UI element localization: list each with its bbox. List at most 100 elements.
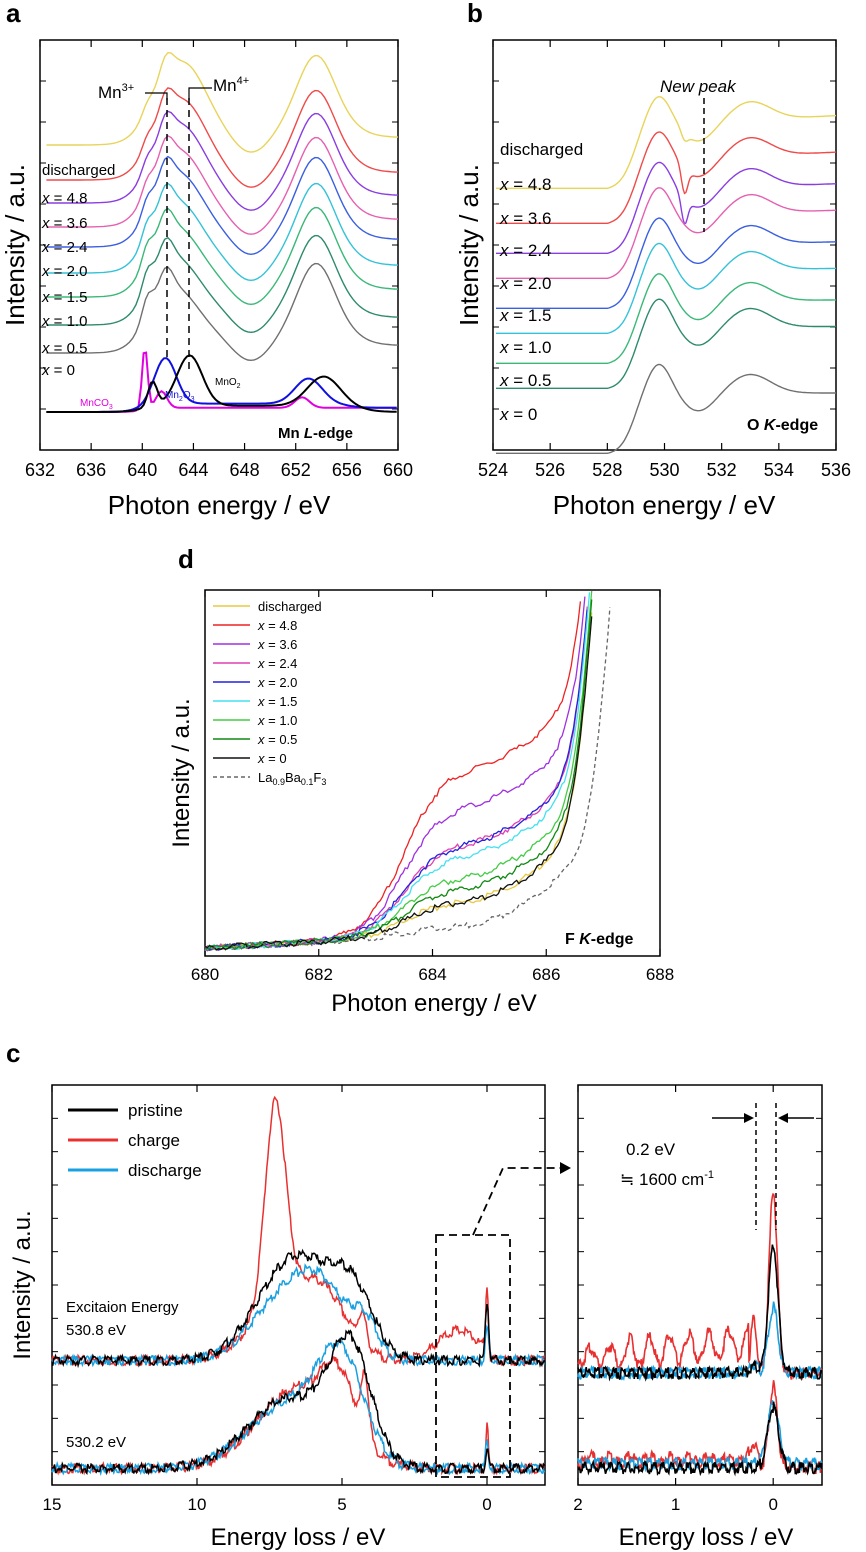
panel-d-curves xyxy=(204,590,611,952)
gap-arrow-right-head xyxy=(778,1113,788,1123)
zoom-arrow-head xyxy=(560,1162,571,1174)
mn-curve xyxy=(46,155,399,256)
legend-label: charge xyxy=(128,1131,180,1150)
series-label: x = 4.8 xyxy=(41,190,87,207)
series-label: x = 2.4 xyxy=(41,239,87,256)
mn-curve xyxy=(46,234,399,334)
series-label: x = 1.0 xyxy=(257,713,297,728)
panel-c-y-axis-label: Intensity / a.u. xyxy=(9,1210,36,1359)
panel-d-legend: discharged x = 4.8 x = 3.6 x = 2.4 x = 2.0 x … xyxy=(213,599,326,787)
x-tick-label: 2 xyxy=(573,1495,582,1514)
panel-a-label: a xyxy=(6,0,21,28)
series-label: x = 2.4 xyxy=(499,241,552,260)
series-label: x = 2.4 xyxy=(257,656,297,671)
reference-curve xyxy=(46,354,397,413)
series-label: x = 0 xyxy=(257,751,287,766)
x-tick-label: 15 xyxy=(43,1495,62,1514)
rixs-zoom-curve xyxy=(577,1244,823,1382)
panel-d-edge-label: F K-edge xyxy=(565,931,634,948)
panel-c-right-x-axis-label: Energy loss / eV xyxy=(619,1524,794,1551)
new-peak-label: New peak xyxy=(660,77,737,96)
panel-c-x-tick-labels: 15 10 5 0 2 1 0 xyxy=(43,1495,778,1514)
rixs-curve xyxy=(51,1263,546,1368)
x-tick-label: 632 xyxy=(25,460,55,480)
x-tick-label: 10 xyxy=(188,1495,207,1514)
f-curve xyxy=(204,606,588,951)
o-curve xyxy=(496,187,837,279)
series-label: x = 1.5 xyxy=(499,306,552,325)
panel-c: c 0.2 eV ≒ 1600 cm-1 pristine charge disch… xyxy=(6,1038,823,1551)
excitation-label-line2: 530.8 eV xyxy=(66,1322,126,1339)
x-tick-label: 536 xyxy=(821,460,851,480)
panel-b-series-labels: discharged x = 4.8 x = 3.6 x = 2.4 x = 2.0 x … xyxy=(499,140,583,424)
series-label: x = 4.8 xyxy=(499,175,552,194)
mnco3-ref-label: MnCO3 xyxy=(80,398,113,411)
series-label: x = 0.5 xyxy=(257,732,297,747)
x-tick-label: 640 xyxy=(127,460,157,480)
x-tick-label: 636 xyxy=(76,460,106,480)
x-tick-label: 644 xyxy=(178,460,208,480)
o-curve xyxy=(496,273,836,364)
mno2-ref-label: MnO2 xyxy=(215,377,241,390)
excitation-label-low: 530.2 eV xyxy=(66,1434,126,1451)
x-tick-label: 1 xyxy=(671,1495,680,1514)
series-label: discharged xyxy=(500,140,583,159)
series-label: x = 3.6 xyxy=(41,215,87,232)
panel-d-label: d xyxy=(178,544,194,574)
series-label: x = 1.5 xyxy=(257,694,297,709)
gap-label-wavenumber: ≒ 1600 cm-1 xyxy=(620,1169,714,1189)
mn4-label: Mn4+ xyxy=(213,75,249,95)
f-curve xyxy=(204,616,593,951)
panel-d-x-tick-labels: 680 682 684 686 688 xyxy=(191,965,674,984)
series-label: x = 2.0 xyxy=(257,675,297,690)
mn3-bracket xyxy=(145,92,168,100)
rixs-curve xyxy=(51,1356,545,1476)
panel-a: a Mn3+ Mn4+ MnCO3 Mn2O3 MnO2 Mn L-edge d… xyxy=(0,0,413,520)
series-label: x = 1.5 xyxy=(41,289,87,306)
series-label: x = 0 xyxy=(499,405,537,424)
x-tick-label: 652 xyxy=(281,460,311,480)
panel-d-y-axis-label: Intensity / a.u. xyxy=(168,698,195,847)
panel-a-series-labels: discharged x = 4.8 x = 3.6 x = 2.4 x = 2.0 x … xyxy=(41,162,115,379)
o-curve xyxy=(496,161,837,254)
o-curve xyxy=(496,217,836,309)
series-label: x = 0.5 xyxy=(499,371,552,390)
x-tick-label: 532 xyxy=(707,460,737,480)
panel-b-x-axis-label: Photon energy / eV xyxy=(553,490,776,520)
panel-b-label: b xyxy=(467,0,483,28)
panel-b-ticks xyxy=(492,40,837,450)
rixs-zoom-curve xyxy=(577,1401,823,1477)
rixs-curve xyxy=(51,1095,546,1368)
x-tick-label: 680 xyxy=(191,965,219,984)
x-tick-label: 0 xyxy=(768,1495,777,1514)
x-tick-label: 656 xyxy=(332,460,362,480)
series-label: x = 0.5 xyxy=(41,340,87,357)
x-tick-label: 528 xyxy=(592,460,622,480)
panel-d: d discharged x = 4.8 x = 3.6 x = 2.4 x = 2.0… xyxy=(168,544,674,1017)
x-tick-label: 686 xyxy=(532,965,560,984)
legend-label: discharge xyxy=(128,1161,202,1180)
mn-curve xyxy=(46,135,399,235)
gap-label-ev: 0.2 eV xyxy=(626,1140,676,1159)
mn-curve xyxy=(46,51,399,153)
panel-a-ticks xyxy=(39,40,399,450)
panel-c-left-frame xyxy=(51,1084,546,1486)
mn4-bracket xyxy=(188,87,212,100)
series-label: x = 4.8 xyxy=(257,618,297,633)
legend-label: La0.9Ba0.1F3 xyxy=(258,770,326,787)
series-label: x = 2.0 xyxy=(499,274,552,293)
x-tick-label: 682 xyxy=(305,965,333,984)
legend-label: pristine xyxy=(128,1101,183,1120)
panel-a-curves xyxy=(46,51,399,362)
rixs-curve xyxy=(51,1329,546,1476)
rixs-curve xyxy=(51,1336,546,1477)
f-curve xyxy=(204,607,611,951)
x-tick-label: 688 xyxy=(646,965,674,984)
mn-curve xyxy=(46,110,399,211)
rixs-curve xyxy=(51,1248,546,1369)
zoom-connector xyxy=(472,1167,562,1236)
mn3-label: Mn3+ xyxy=(98,82,134,102)
rixs-zoom-curve xyxy=(577,1301,822,1382)
x-tick-label: 0 xyxy=(482,1495,491,1514)
panel-a-edge-label: Mn L-edge xyxy=(278,425,353,442)
